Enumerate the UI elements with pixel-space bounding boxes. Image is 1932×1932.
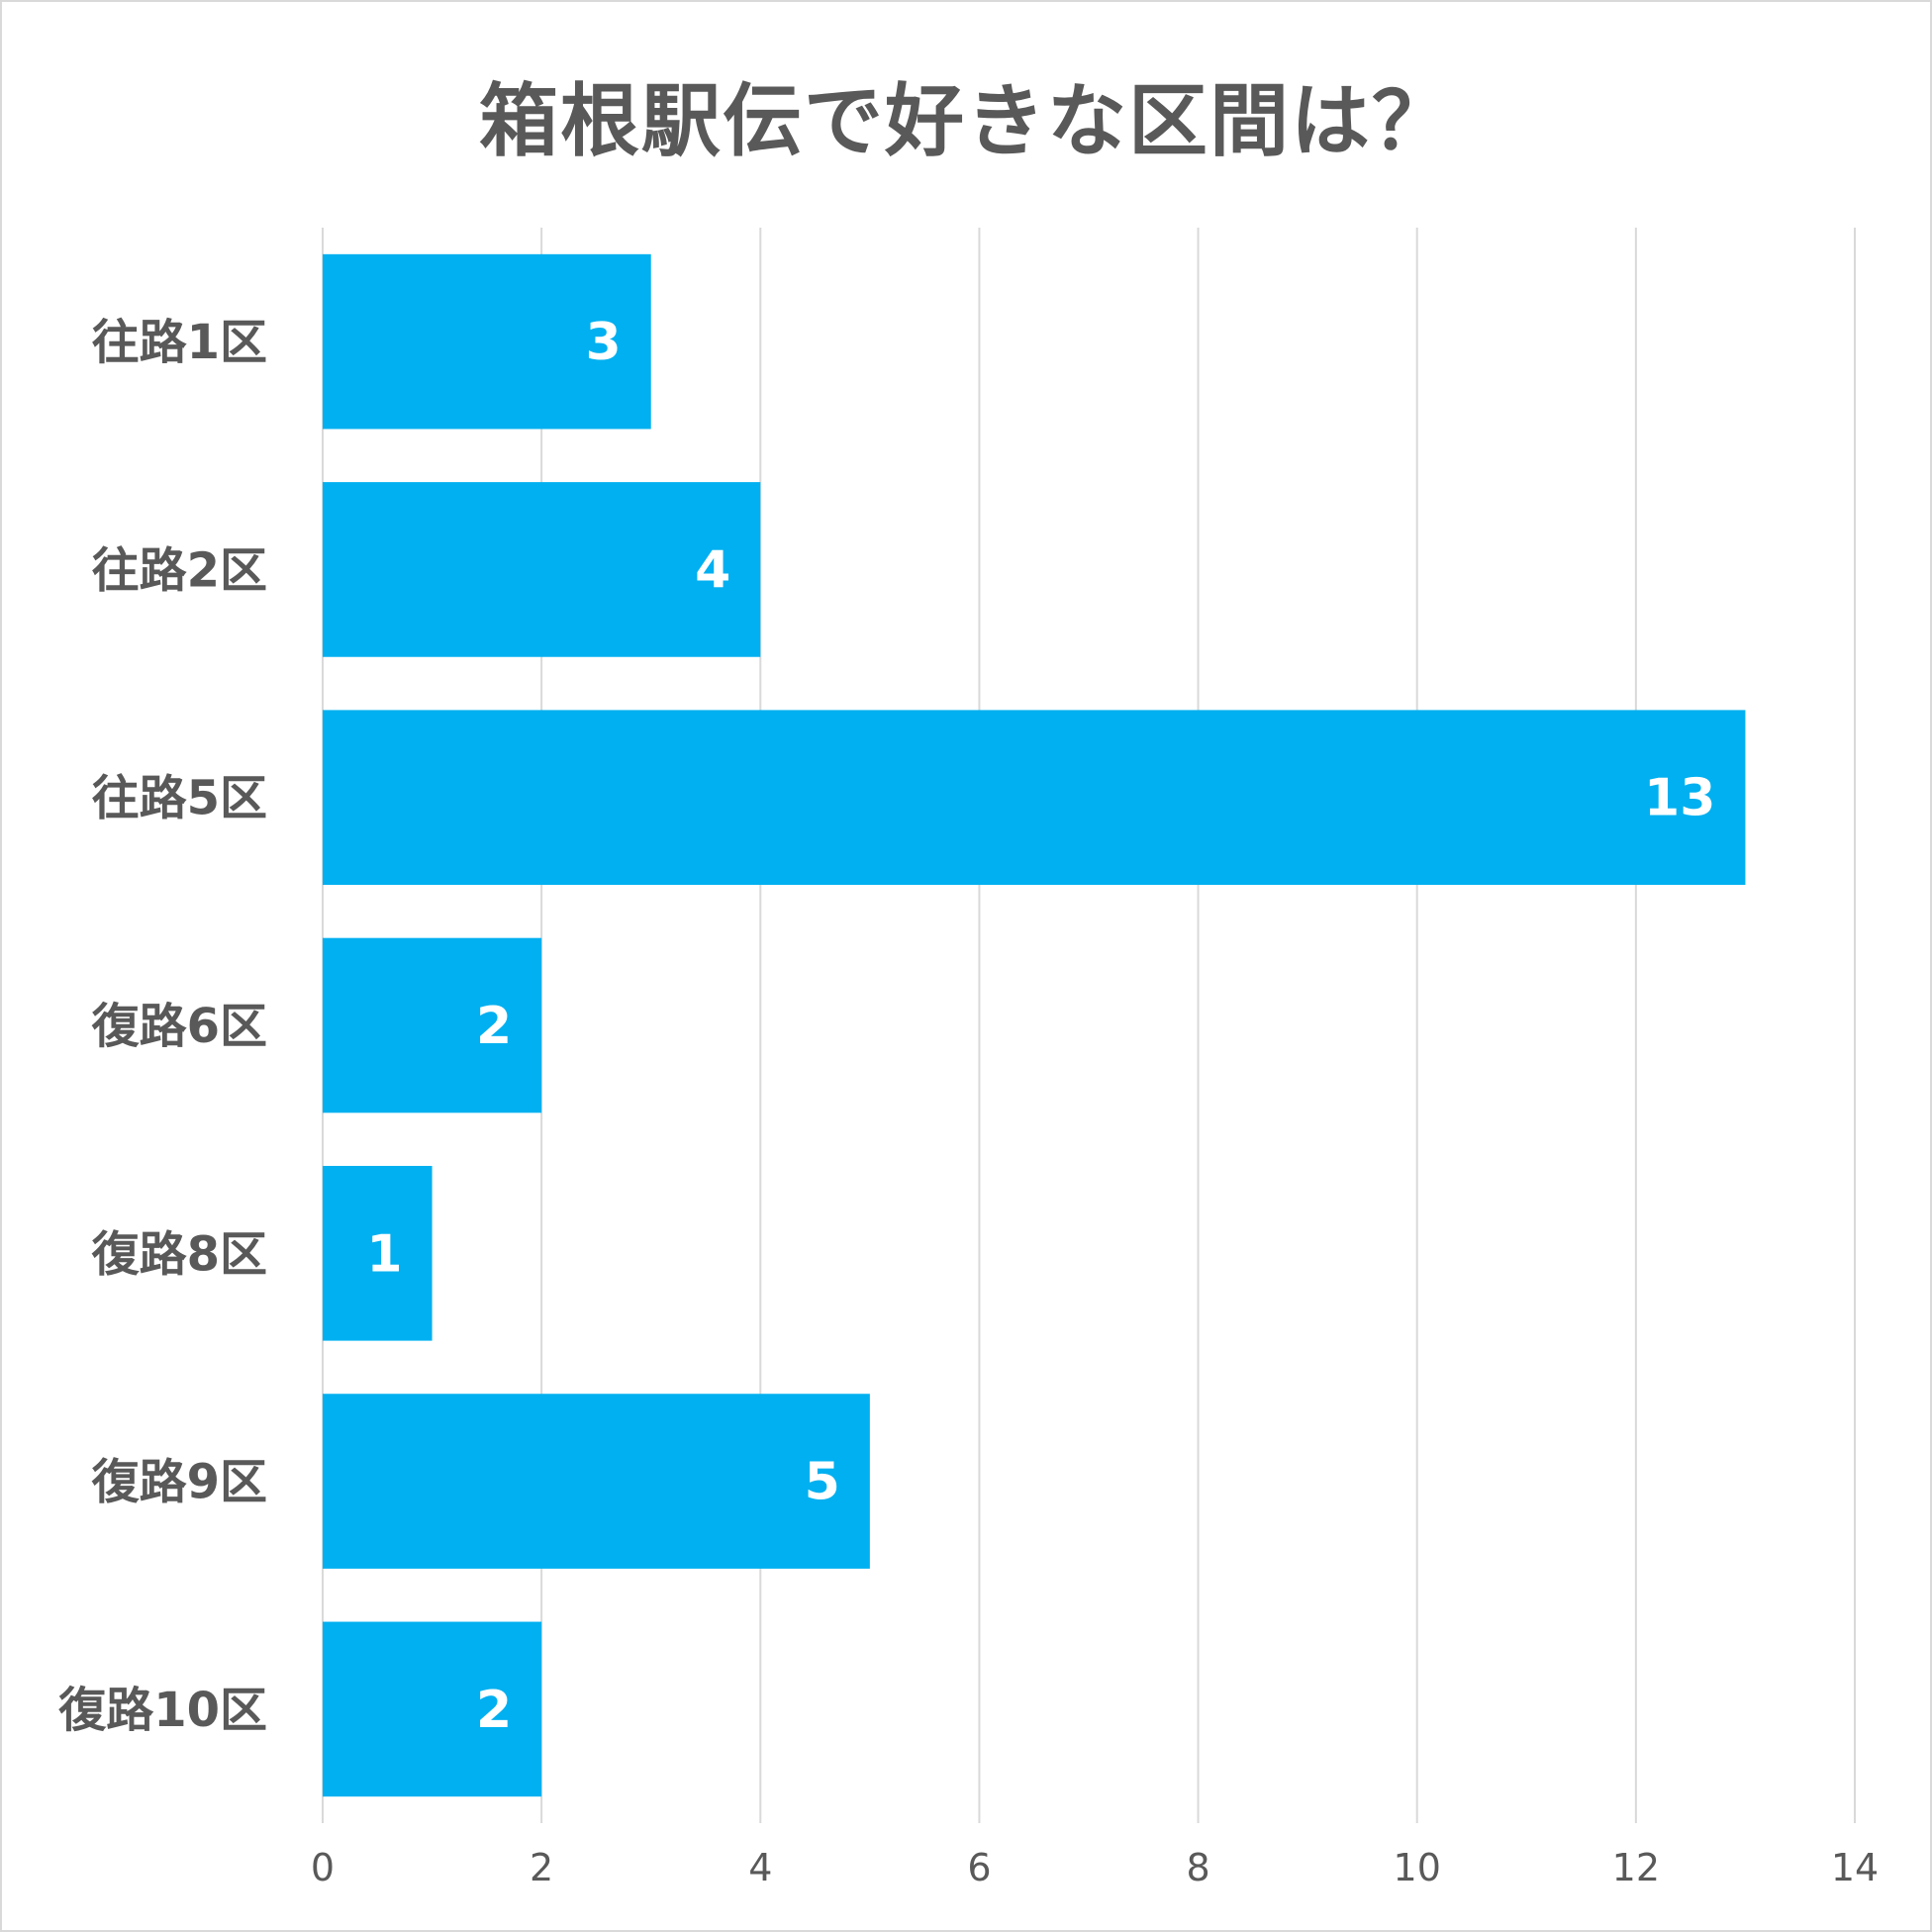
x-tick-label: 8 — [1186, 1846, 1209, 1889]
data-label: 1 — [366, 1224, 402, 1284]
x-tick-label: 2 — [530, 1846, 553, 1889]
x-tick-label: 0 — [311, 1846, 335, 1889]
data-label: 2 — [476, 1681, 512, 1740]
category-label: 復路8区 — [91, 1226, 267, 1282]
gridlines — [322, 228, 1856, 1823]
bar — [323, 1165, 433, 1341]
x-tick-label: 10 — [1394, 1846, 1441, 1889]
x-tick-label: 14 — [1831, 1846, 1879, 1889]
data-label: 3 — [586, 313, 622, 372]
category-label: 往路2区 — [92, 542, 267, 598]
data-label: 13 — [1644, 769, 1715, 828]
category-label: 往路1区 — [92, 315, 267, 370]
bar — [323, 1394, 870, 1569]
bar — [323, 710, 1746, 886]
chart-title: 箱根駅伝で好きな区間は？ — [479, 75, 1453, 167]
category-label: 復路6区 — [91, 999, 267, 1054]
x-axis-tick-labels: 0 2 4 6 8 10 12 14 — [311, 1846, 1879, 1889]
data-label: 2 — [476, 997, 512, 1056]
category-label: 復路9区 — [91, 1455, 267, 1510]
category-label: 復路10区 — [57, 1683, 267, 1738]
x-tick-label: 6 — [967, 1846, 991, 1889]
x-tick-label: 4 — [748, 1846, 772, 1889]
data-labels: 3 4 13 2 1 5 2 — [366, 313, 1715, 1740]
x-tick-label: 12 — [1612, 1846, 1660, 1889]
data-label: 5 — [805, 1453, 840, 1512]
bar — [323, 937, 542, 1113]
bar — [323, 1621, 542, 1797]
data-label: 4 — [695, 540, 730, 600]
bars — [323, 253, 1746, 1797]
bar — [323, 482, 761, 657]
category-label: 往路5区 — [92, 771, 267, 826]
bar — [323, 253, 651, 430]
